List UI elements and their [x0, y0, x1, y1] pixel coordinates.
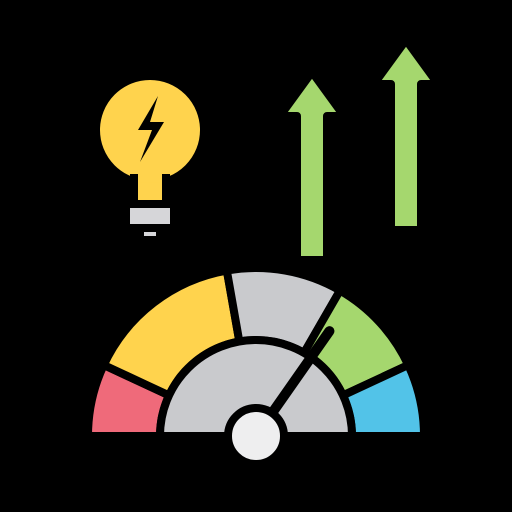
bulb-tip	[140, 228, 160, 240]
energy-performance-icon	[0, 0, 512, 512]
gauge-hub	[228, 408, 284, 464]
